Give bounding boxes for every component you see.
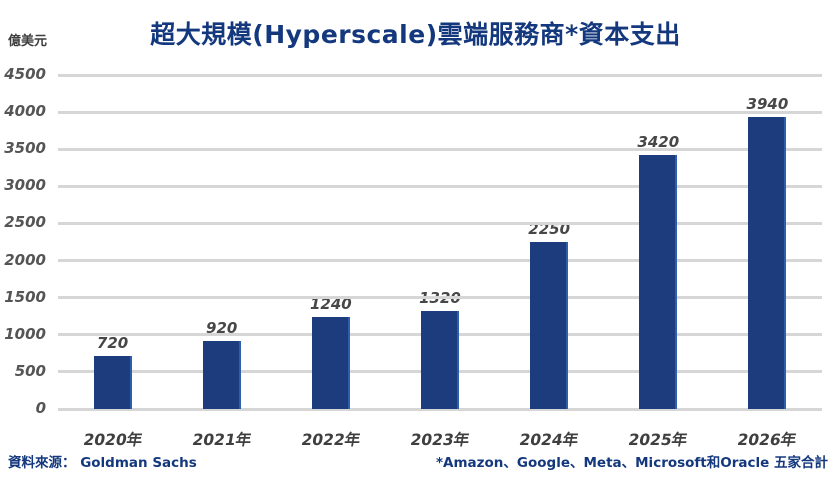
x-axis-tick-label: 2022年: [299, 431, 362, 449]
x-axis-tick-label: 2023年: [408, 431, 471, 449]
y-axis-tick-label: 1000: [4, 324, 46, 343]
x-axis-tick-label: 2024年: [518, 431, 580, 449]
y-axis-unit-label: 億美元: [8, 34, 48, 49]
y-axis-tick-label: 500: [14, 361, 46, 380]
x-axis-tick-label: 2020年: [81, 431, 144, 449]
gridline: [58, 296, 822, 300]
y-axis: 0 500 1000 1500 2000 2500 3000 3500 4000 4500: [0, 0, 46, 477]
plot-area: 72092012401320225034203940: [58, 73, 822, 411]
y-axis-tick-label: 0: [35, 399, 46, 417]
bar-value-label: 3420: [637, 133, 680, 152]
bar: [748, 116, 787, 409]
bar: [530, 242, 569, 409]
y-axis-tick-label: 1500: [4, 287, 46, 306]
gridline: [58, 147, 822, 151]
y-axis-tick-label: 3500: [4, 139, 46, 158]
y-axis-tick-label: 2000: [4, 250, 46, 269]
bar: [639, 155, 678, 409]
gridline: [58, 73, 822, 77]
y-axis-tick-label: 3000: [4, 176, 46, 195]
chart-title: 超大規模(Hyperscale)雲端服務商*資本支出: [150, 20, 681, 49]
bar-value-label: 720: [96, 333, 129, 352]
y-axis-tick-label: 4000: [4, 102, 46, 121]
bar-value-label: 3940: [746, 94, 789, 113]
bar: [202, 340, 241, 409]
x-axis: 2020年 2021年 2022年 2023年 2024年 2025年 2026年: [58, 428, 822, 452]
bar: [311, 316, 350, 409]
gridline: [58, 110, 822, 114]
x-axis-tick-label: 2026年: [736, 431, 799, 449]
bar: [421, 311, 459, 409]
x-axis-tick-label: 2021年: [190, 431, 253, 449]
gridline: [58, 184, 822, 188]
y-axis-tick-label: 4500: [4, 65, 46, 83]
gridline: [58, 259, 822, 263]
y-axis-tick-label: 2500: [4, 213, 46, 232]
gridline: [58, 221, 822, 225]
bar: [93, 355, 132, 409]
gridline: [58, 407, 822, 411]
x-axis-tick-label: 2025年: [627, 431, 690, 449]
companies-footnote: *Amazon、Google、Meta、Microsoft和Oracle 五家合…: [435, 455, 828, 471]
source-note: 資料來源： Goldman Sachs: [8, 455, 197, 471]
bar-value-label: 1240: [309, 294, 352, 313]
bar-value-label: 920: [206, 318, 238, 337]
